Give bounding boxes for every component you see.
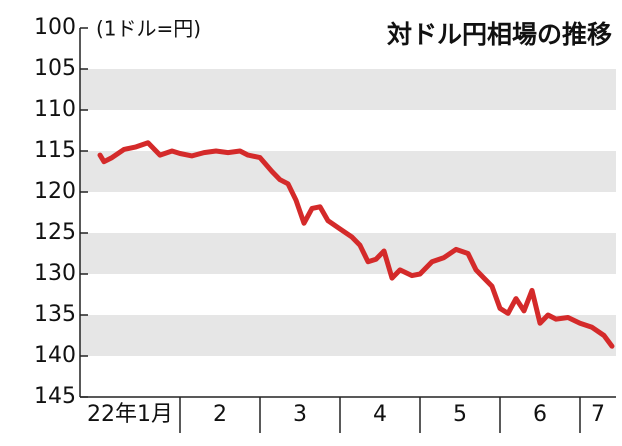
x-tick-label: 2 bbox=[213, 402, 227, 427]
y-tick-label: 145 bbox=[34, 384, 76, 409]
bands bbox=[80, 69, 616, 356]
band bbox=[80, 151, 616, 192]
y-tick-label: 100 bbox=[34, 15, 76, 40]
x-tick-label: 4 bbox=[373, 402, 387, 427]
band bbox=[80, 233, 616, 274]
y-tick-label: 110 bbox=[34, 97, 76, 122]
y-tick-label: 120 bbox=[34, 179, 76, 204]
band bbox=[80, 69, 616, 110]
y-tick-label: 105 bbox=[34, 56, 76, 81]
x-tick-label: 6 bbox=[533, 402, 547, 427]
y-tick-label: 115 bbox=[34, 138, 76, 163]
x-tick-label: 5 bbox=[453, 402, 467, 427]
x-tick-label: 7 bbox=[591, 402, 605, 427]
band bbox=[80, 315, 616, 356]
y-tick-label: 125 bbox=[34, 220, 76, 245]
line bbox=[97, 140, 615, 349]
y-tick-label: 140 bbox=[34, 343, 76, 368]
y-tick-label: 135 bbox=[34, 302, 76, 327]
x-tick-label: 22年1月 bbox=[87, 402, 173, 427]
y-tick-label: 130 bbox=[34, 261, 76, 286]
x-tick-label: 3 bbox=[293, 402, 307, 427]
chart-title: 対ドル円相場の推移 bbox=[387, 20, 612, 49]
axis-unit: (1ドル=円) bbox=[96, 17, 201, 41]
